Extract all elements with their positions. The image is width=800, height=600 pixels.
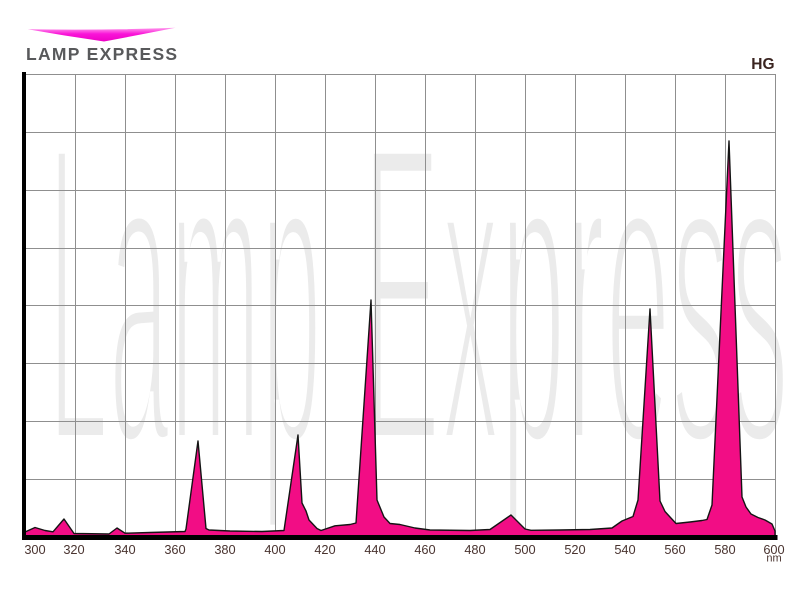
svg-text:340: 340: [114, 542, 135, 557]
svg-text:440: 440: [364, 542, 385, 557]
svg-text:540: 540: [614, 542, 635, 557]
svg-text:Lamp: Lamp: [48, 52, 322, 537]
svg-text:LAMP EXPRESS: LAMP EXPRESS: [26, 44, 178, 64]
svg-text:300: 300: [24, 542, 45, 557]
svg-text:460: 460: [414, 542, 435, 557]
svg-text:480: 480: [464, 542, 485, 557]
svg-text:400: 400: [264, 542, 285, 557]
svg-text:560: 560: [664, 542, 685, 557]
svg-text:380: 380: [214, 542, 235, 557]
svg-text:500: 500: [514, 542, 535, 557]
svg-text:320: 320: [63, 542, 84, 557]
svg-text:HG: HG: [751, 56, 774, 73]
svg-text:600: 600: [763, 542, 784, 557]
svg-text:nm: nm: [766, 553, 781, 565]
svg-text:360: 360: [164, 542, 185, 557]
svg-text:420: 420: [314, 542, 335, 557]
svg-text:580: 580: [714, 542, 735, 557]
svg-text:520: 520: [564, 542, 585, 557]
